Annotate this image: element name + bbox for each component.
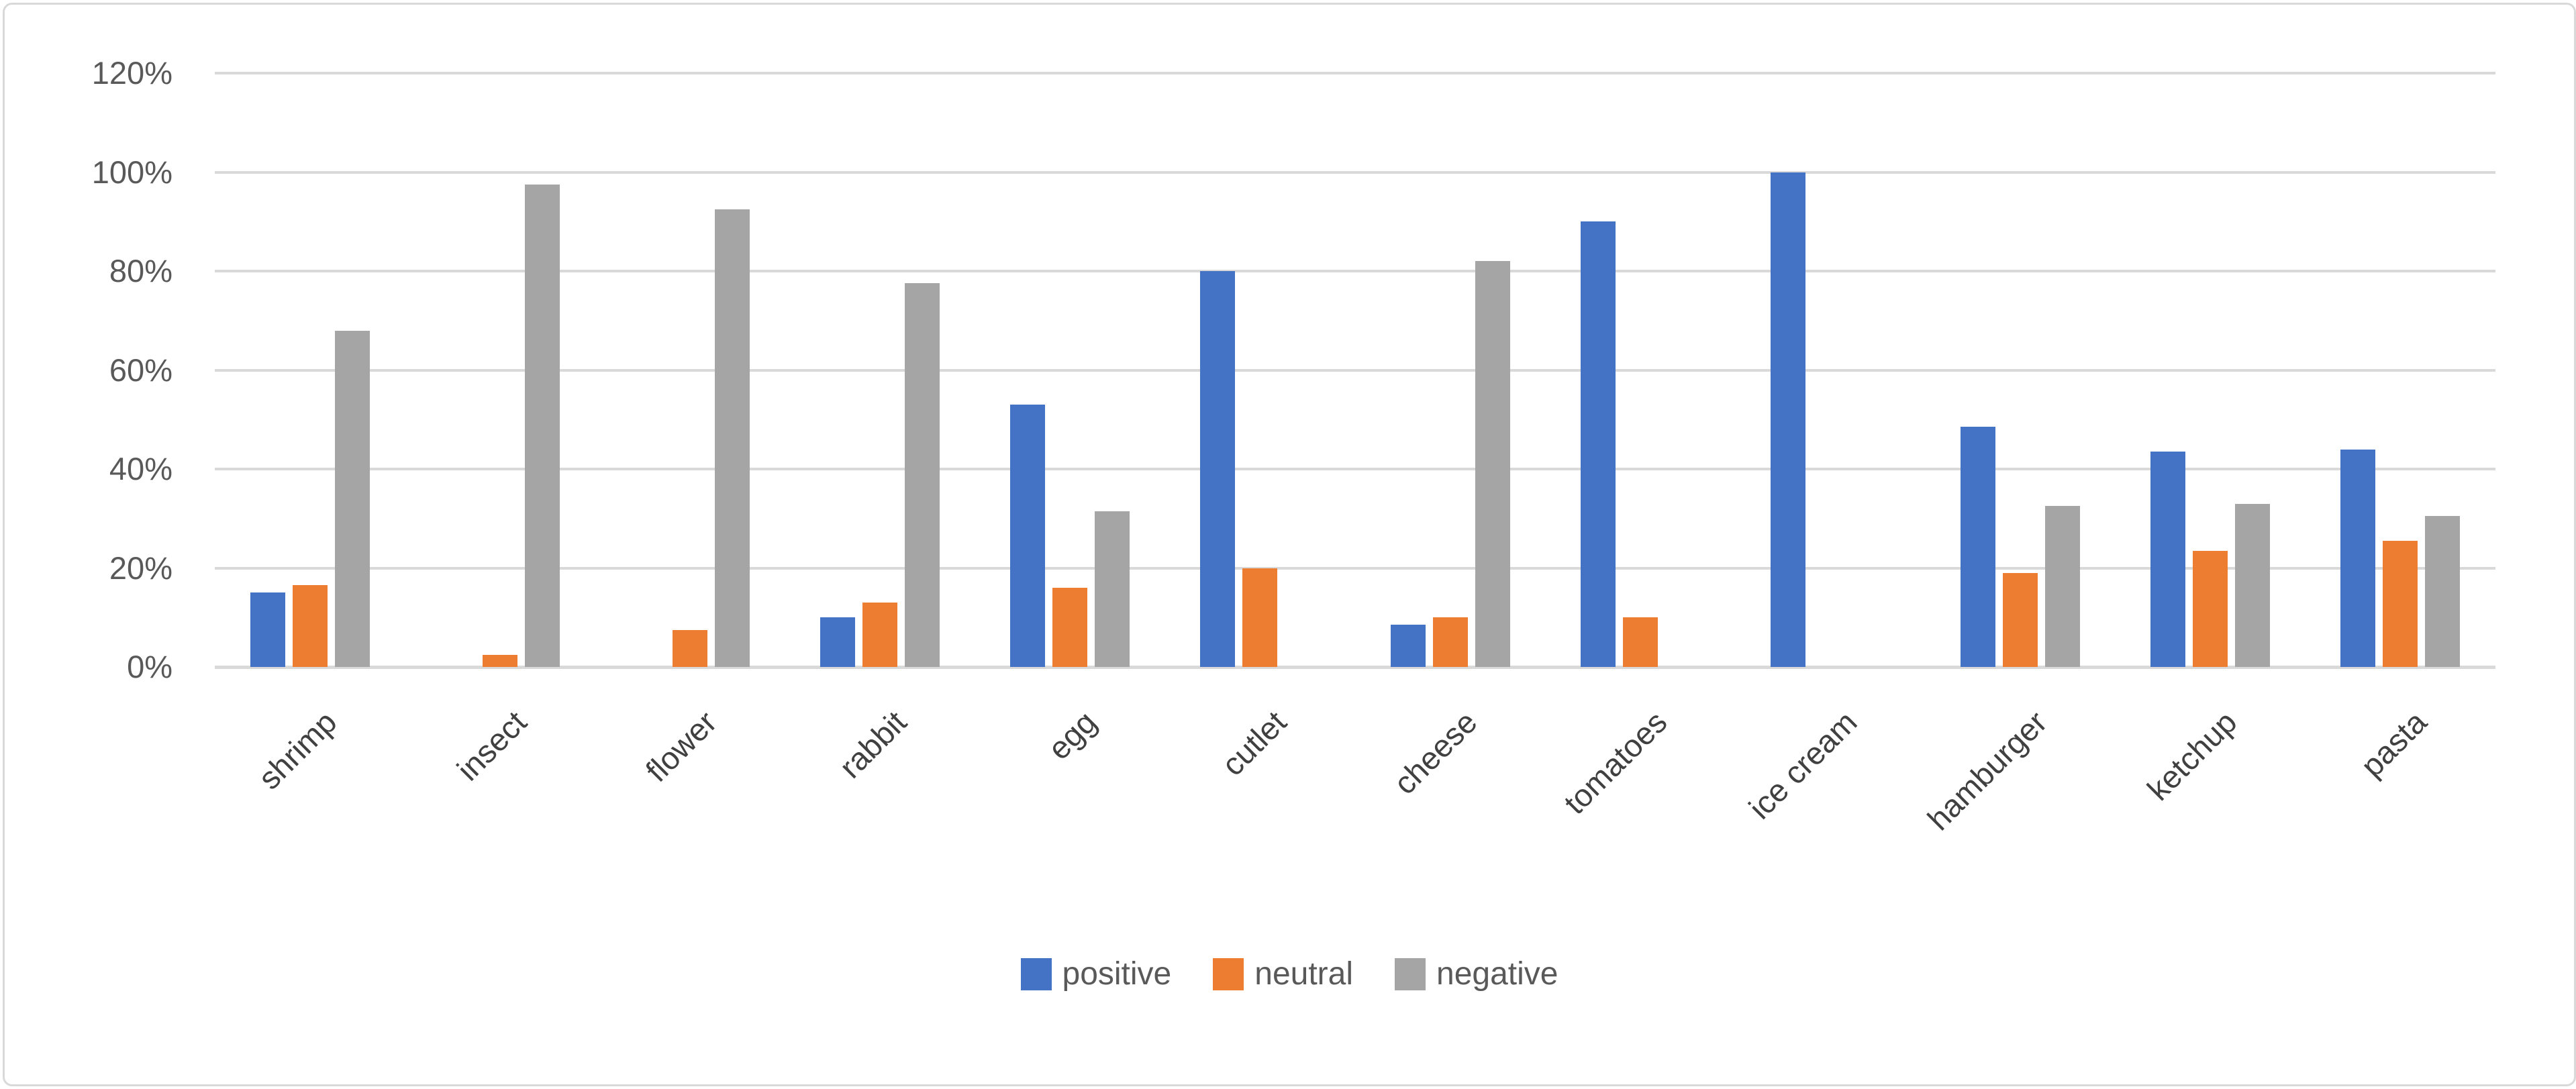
legend-item-positive: positive <box>1020 956 1172 992</box>
bar-neutral-egg <box>1052 588 1087 667</box>
x-label-ketchup: ketchup <box>2140 704 2244 808</box>
x-label-pasta: pasta <box>2354 704 2434 784</box>
x-label-flower: flower <box>638 704 724 789</box>
x-label-cheese: cheese <box>1386 704 1484 801</box>
gridline-80 <box>215 270 2495 272</box>
y-tick-label-80: 80% <box>109 253 172 289</box>
y-tick-label-20: 20% <box>109 550 172 586</box>
bar-positive-rabbit <box>820 617 855 667</box>
bar-neutral-tomatoes <box>1623 617 1658 667</box>
legend-label-negative: negative <box>1436 956 1558 992</box>
bar-neutral-hamburger <box>2003 572 2038 667</box>
legend-item-neutral: neutral <box>1213 958 1353 990</box>
x-label-hamburger: hamburger <box>1920 704 2054 837</box>
gridline-100 <box>215 170 2495 174</box>
x-label-ice-cream: ice cream <box>1741 704 1864 826</box>
gridline-60 <box>215 368 2495 372</box>
bar-positive-shrimp <box>250 592 285 667</box>
bar-positive-ketchup <box>2150 452 2185 667</box>
y-tick-label-40: 40% <box>109 451 172 486</box>
x-label-rabbit: rabbit <box>832 704 913 785</box>
legend-swatch-positive <box>1020 958 1052 990</box>
y-tick-label-120: 120% <box>91 55 172 91</box>
x-label-cutlet: cutlet <box>1215 704 1294 783</box>
legend-swatch-negative <box>1395 958 1426 990</box>
bar-neutral-cheese <box>1433 617 1468 667</box>
bar-neutral-shrimp <box>293 585 328 667</box>
bar-negative-shrimp <box>335 330 370 667</box>
bar-positive-tomatoes <box>1581 221 1616 667</box>
legend-label-neutral: neutral <box>1254 956 1354 992</box>
bar-neutral-cutlet <box>1242 568 1277 667</box>
bar-negative-flower <box>715 209 750 667</box>
y-tick-label-60: 60% <box>109 352 172 388</box>
bar-negative-ketchup <box>2235 503 2270 667</box>
y-tick-label-100: 100% <box>91 154 172 190</box>
bar-positive-hamburger <box>1961 427 1995 667</box>
x-label-shrimp: shrimp <box>250 704 344 796</box>
bar-neutral-ketchup <box>2193 550 2228 667</box>
bar-neutral-insect <box>483 654 517 667</box>
legend: positive neutral negative <box>5 958 2574 990</box>
y-tick-label-0: 0% <box>127 649 172 684</box>
bar-negative-hamburger <box>2045 506 2080 667</box>
x-label-insect: insect <box>450 704 534 788</box>
x-axis-line <box>215 666 2495 669</box>
bar-neutral-pasta <box>2383 540 2418 667</box>
bar-chart: positive neutral negative 0% 20% 40% 60% 80% 10… <box>3 3 2576 1086</box>
bar-positive-cutlet <box>1200 271 1235 667</box>
gridline-120 <box>215 72 2495 74</box>
bar-positive-cheese <box>1391 625 1426 667</box>
x-label-tomatoes: tomatoes <box>1556 704 1674 821</box>
bar-negative-cheese <box>1475 261 1510 667</box>
legend-swatch-neutral <box>1213 958 1244 990</box>
bar-positive-egg <box>1010 405 1045 667</box>
bar-positive-ice-cream <box>1771 172 1805 667</box>
bar-negative-pasta <box>2425 516 2460 667</box>
gridline-40 <box>215 468 2495 470</box>
legend-label-positive: positive <box>1062 956 1172 992</box>
bar-neutral-rabbit <box>862 603 897 667</box>
x-label-egg: egg <box>1040 704 1103 767</box>
bar-negative-egg <box>1095 511 1130 667</box>
bar-negative-insect <box>525 184 560 667</box>
bar-negative-rabbit <box>905 283 940 667</box>
gridline-20 <box>215 566 2495 570</box>
bar-positive-pasta <box>2340 449 2375 667</box>
bar-neutral-flower <box>673 629 707 667</box>
legend-item-negative: negative <box>1395 958 1558 990</box>
